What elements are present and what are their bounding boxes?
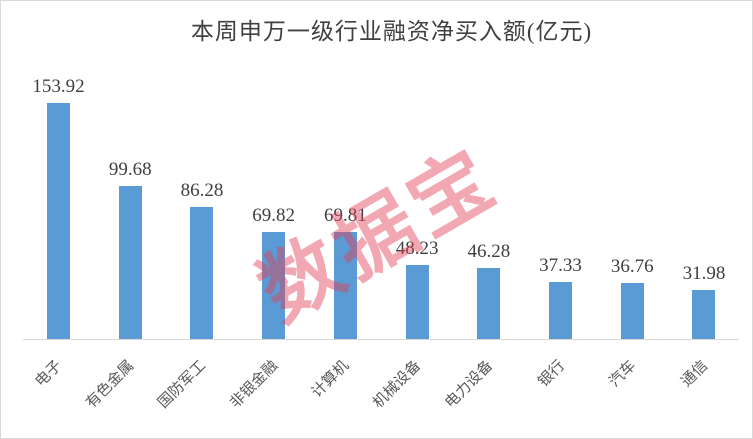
bar-value-label: 37.33 [539,255,582,276]
category-label: 非银金融 [227,357,281,412]
category-label: 通信 [678,357,712,391]
bar-value-label: 48.23 [395,238,439,259]
bar-value-label: 69.81 [324,205,367,226]
bar [405,265,429,339]
bar-value-label: 153.92 [32,76,85,97]
chart-title: 本周申万一级行业融资净买入额(亿元) [190,19,593,44]
category-label: 机械设备 [370,357,425,412]
category-label: 有色金属 [83,357,138,412]
x-axis-line [23,339,739,340]
bar-value-label: 99.68 [108,159,152,180]
bar [333,232,357,339]
bar-value-label: 46.28 [467,241,511,262]
bar [692,290,716,339]
bar [620,283,644,339]
category-label: 计算机 [309,357,353,401]
bar-value-label: 31.98 [682,263,726,284]
bar [477,268,501,339]
bar-value-label: 69.82 [252,205,296,226]
bar [190,207,214,339]
category-label: 汽车 [606,357,640,391]
bar-value-label: 36.76 [610,256,654,277]
category-label: 电力设备 [442,357,496,412]
bar [262,232,286,339]
bar [549,282,573,339]
category-label: 银行 [535,357,568,391]
category-label: 电子 [33,357,66,391]
category-label: 国防军工 [155,357,210,412]
bar [47,103,70,339]
bar [118,186,142,339]
bar-value-label: 86.28 [180,180,224,201]
